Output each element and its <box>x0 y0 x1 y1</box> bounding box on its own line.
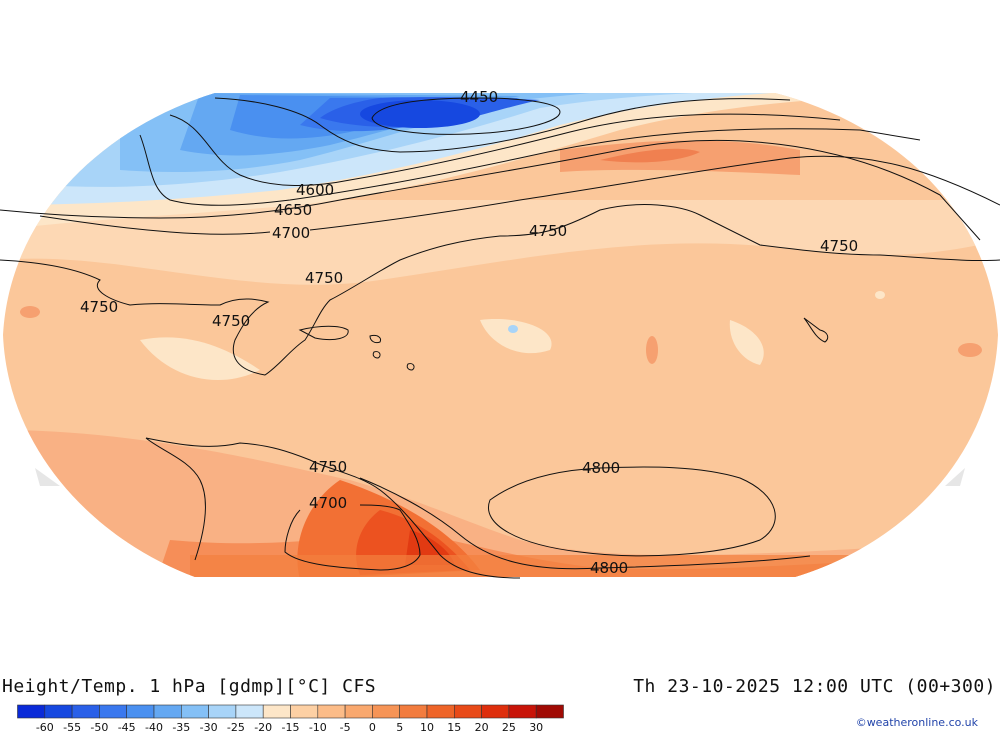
legend-tick-label: 0 <box>369 721 376 733</box>
color-legend: -60 -55 -50 -45 -40 -35 -30 -25 -20 -15 -10 -5 0 5 10 1… <box>17 704 564 733</box>
height-temperature-map: 4450 4600 4650 4700 4750 4750 4750 4750 … <box>0 88 1000 579</box>
legend-tick-label: -30 <box>200 721 218 733</box>
contour-label: 4800 <box>582 459 620 477</box>
contour-label: 4750 <box>305 269 343 287</box>
legend-swatch <box>17 704 46 719</box>
contour-label: 4700 <box>309 494 347 512</box>
contour-lines <box>0 97 1000 579</box>
legend-swatch <box>71 704 100 719</box>
legend-tick-label: -55 <box>63 721 81 733</box>
legend-tick-label: -15 <box>282 721 300 733</box>
temperature-field <box>3 93 998 577</box>
legend-swatch <box>344 704 373 719</box>
legend-swatch <box>44 704 73 719</box>
legend-tick-label: 15 <box>447 721 461 733</box>
legend-tick-label: -25 <box>227 721 245 733</box>
legend-swatch <box>317 704 346 719</box>
legend-ticks: -60 -55 -50 -45 -40 -35 -30 -25 -20 -15 -10 -5 0 5 10 1… <box>36 721 543 733</box>
legend-swatch <box>399 704 428 719</box>
contour-label: 4600 <box>296 181 334 199</box>
contour-label: 4750 <box>820 237 858 255</box>
legend-swatch <box>262 704 291 719</box>
contour-label: 4700 <box>272 224 310 242</box>
legend-tick-label: -10 <box>309 721 327 733</box>
legend-tick-label: -35 <box>172 721 190 733</box>
legend-swatch <box>453 704 482 719</box>
legend-tick-label: -50 <box>90 721 108 733</box>
contour-label-group: 4450 4600 4650 4700 4750 4750 4750 4750 … <box>80 88 858 577</box>
contour-label: 4650 <box>274 201 312 219</box>
legend-swatch <box>153 704 182 719</box>
legend-swatches <box>17 704 564 719</box>
legend-swatch <box>535 704 564 719</box>
contour-label: 4750 <box>212 312 250 330</box>
legend-swatch <box>208 704 237 719</box>
legend-tick-label: -5 <box>340 721 351 733</box>
contour-label: 4750 <box>309 458 347 476</box>
legend-tick-label: 25 <box>502 721 516 733</box>
legend-swatch <box>126 704 155 719</box>
legend-tick-label: -40 <box>145 721 163 733</box>
legend-swatch <box>290 704 319 719</box>
legend-tick-label: 30 <box>529 721 543 733</box>
legend-swatch <box>181 704 209 719</box>
valid-time: Th 23-10-2025 12:00 UTC (00+300) <box>633 676 996 697</box>
legend-tick-label: -45 <box>118 721 136 733</box>
legend-swatch <box>481 704 510 719</box>
contour-label: 4750 <box>80 298 118 316</box>
legend-swatch <box>426 704 455 719</box>
contour-label: 4800 <box>590 559 628 577</box>
legend-tick-label: -20 <box>254 721 272 733</box>
legend-tick-label: -60 <box>36 721 54 733</box>
legend-swatch <box>235 704 264 719</box>
credit-link[interactable]: ©weatheronline.co.uk <box>855 716 978 729</box>
contour-label: 4750 <box>529 222 567 240</box>
legend-tick-label: 10 <box>420 721 434 733</box>
map-title: Height/Temp. 1 hPa [gdmp][°C] CFS <box>2 676 377 697</box>
legend-swatch <box>99 704 128 719</box>
legend-tick-label: 5 <box>396 721 403 733</box>
legend-swatch <box>372 704 400 719</box>
contour-label: 4450 <box>460 88 498 106</box>
legend-swatch <box>508 704 537 719</box>
legend-tick-label: 20 <box>475 721 489 733</box>
